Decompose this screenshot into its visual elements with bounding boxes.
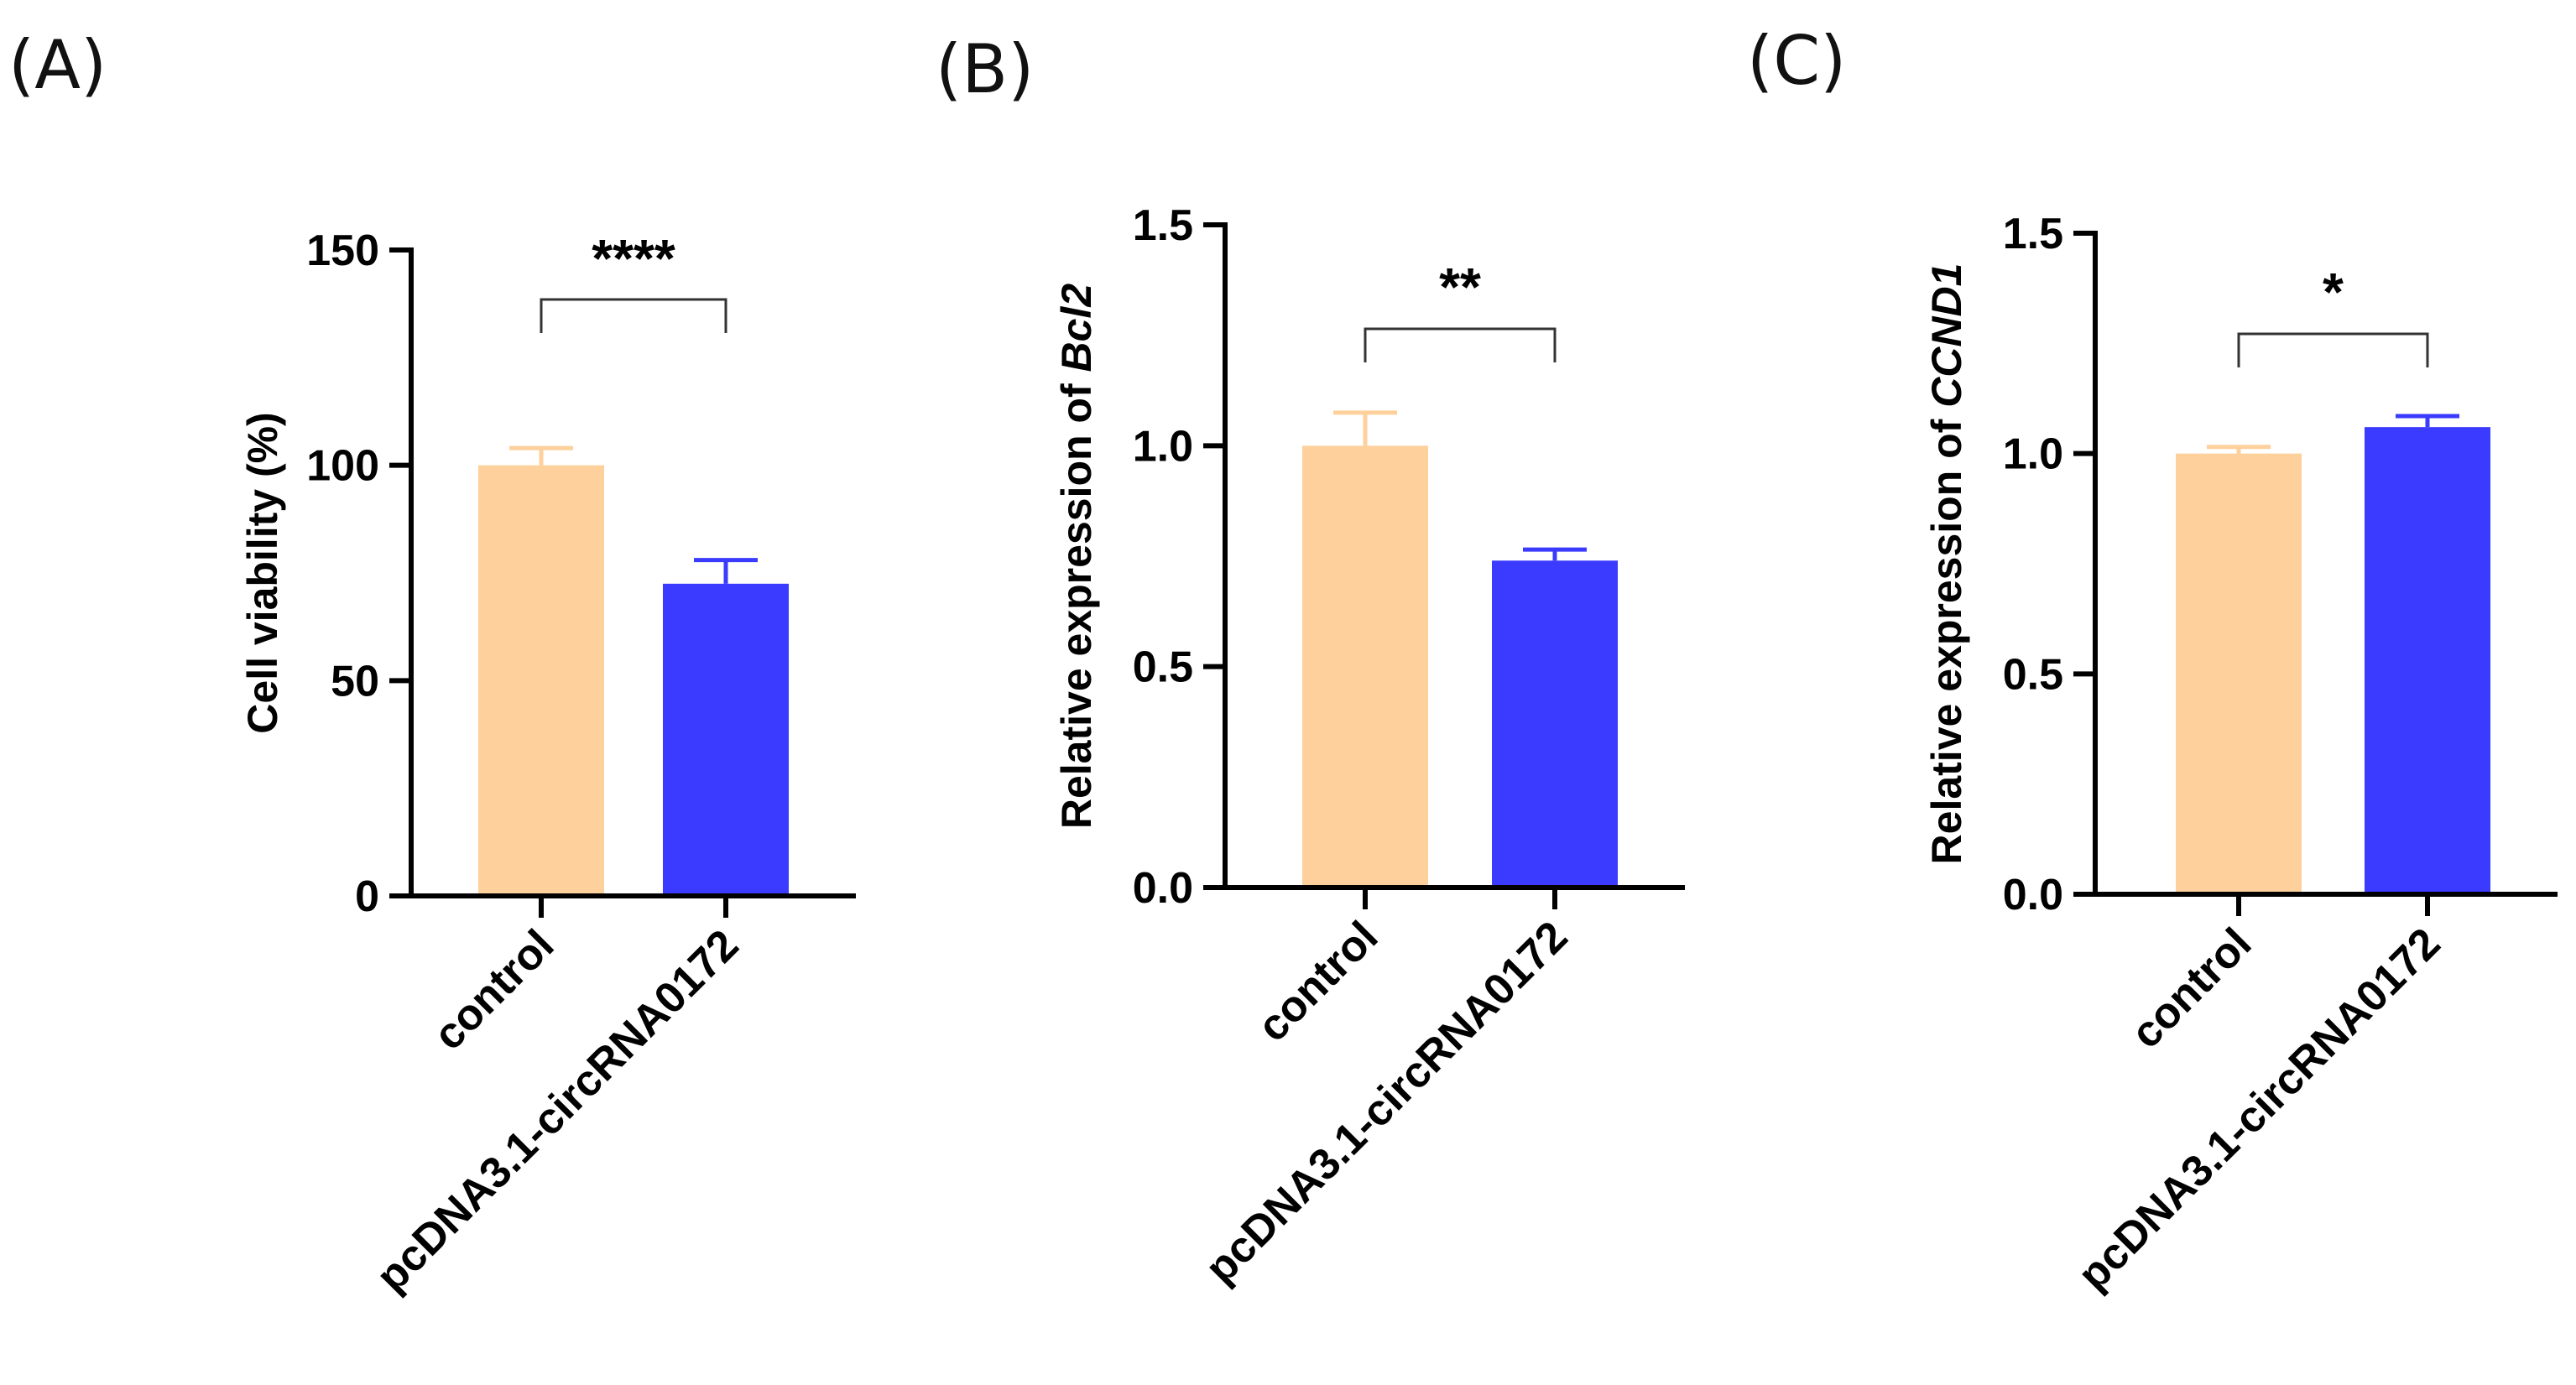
y-tick-label: 0.5 [2003,650,2063,699]
category-label-treatment: pcDNA3.1-circRNA0172 [368,920,748,1301]
bar-control [1302,445,1428,888]
y-tick-label: 0.5 [1133,643,1193,692]
y-tick-label: 100 [306,442,379,491]
y-tick-label: 0 [355,872,379,921]
category-label-treatment: pcDNA3.1-circRNA0172 [2069,919,2450,1299]
bar-treatment [2365,427,2490,894]
y-axis-title: Cell viability (%) [239,412,286,733]
y-tick-label: 1.5 [2003,210,2063,258]
y-tick-label: 0.0 [2003,871,2063,919]
category-label-control: control [2122,919,2261,1058]
chart-panel-2: (B) 0.0 0.5 1.0 1.5 Relative expression of Bc… [936,30,1685,1293]
bar-control [2176,453,2302,894]
y-axis-title-text: Relative expression of [1053,372,1100,829]
panel-label: (B) [936,30,1034,108]
significance-bracket [1364,327,1557,362]
category-label-control: control [425,920,564,1060]
chart-panel-1: (A) 0 50 100 150 Cell viability (%) controlpcD… [8,26,856,1301]
y-axis-title-gene: Bcl2 [1053,284,1100,372]
significance-bracket [2237,332,2429,367]
y-tick-label: 1.0 [1133,422,1193,471]
bar-control [478,465,604,896]
y-axis-title-text: Relative expression of [1923,408,1970,865]
y-tick-label: 1.0 [2003,430,2063,479]
y-tick-label: 0.0 [1133,864,1193,913]
bar-treatment [1492,560,1618,888]
significance-bracket [540,298,727,333]
y-axis-title: Relative expression of CCND1 [1923,263,1970,865]
significance-marker: * [2323,262,2344,322]
category-label-treatment: pcDNA3.1-circRNA0172 [1197,912,1577,1293]
y-axis-title-gene: CCND1 [1923,263,1970,408]
significance-marker: ** [1439,257,1481,317]
panel-label: (A) [8,26,107,104]
chart-panel-3: (C) 0.0 0.5 1.0 1.5 Relative expression of CC… [1747,22,2558,1299]
bar-treatment [663,583,789,896]
y-tick-label: 50 [331,657,379,706]
y-axis-title: Relative expression of Bcl2 [1053,284,1100,829]
panel-label: (C) [1747,22,1846,100]
y-tick-label: 150 [306,226,379,275]
significance-marker: **** [592,228,675,289]
y-tick-label: 1.5 [1133,201,1193,250]
y-axis-title-text: Cell viability (%) [239,412,286,733]
category-label-control: control [1249,912,1388,1051]
